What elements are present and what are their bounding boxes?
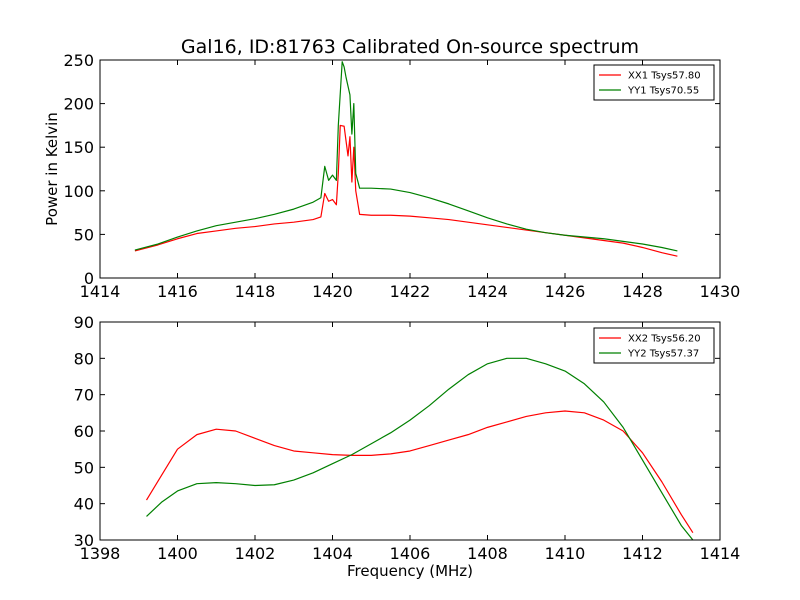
x-tick-label: 1398 [80,544,121,563]
x-tick-label: 1428 [622,282,663,301]
legend-entry: YY1 Tsys70.55 [627,86,699,97]
legend-box [593,64,715,101]
series-line-yy1 [134,61,678,252]
x-axis-label: Frequency (MHz) [347,562,473,580]
top-panel: 1414 1416 1418 1420 1422 1424 1426 1428 1430 0 50 1… [43,51,740,301]
legend-box [593,327,715,364]
series-line-yy2 [146,357,694,541]
x-tick-label: 1414 [700,544,741,563]
x-tick-label: 1400 [157,544,198,563]
legend-entry: XX1 Tsys57.80 [628,71,701,82]
y-tick-label: 30 [74,531,94,550]
y-tick-label: 200 [63,95,94,114]
bottom-panel: 1398 1400 1402 1404 1406 1408 1410 1412 1414 30 40… [74,313,741,580]
x-tick-label: 1420 [312,282,353,301]
y-tick-label: 60 [74,422,94,441]
chart-title: Gal16, ID:81763 Calibrated On-source spe… [181,36,639,58]
x-tick-label: 1416 [157,282,198,301]
y-tick-label: 250 [63,51,94,70]
series-line-xx2 [145,410,694,534]
y-tick-label: 90 [74,313,94,332]
y-tick-label: 150 [63,138,94,157]
y-tick-label: 0 [84,269,94,288]
legend-entry: XX2 Tsys56.20 [628,334,701,345]
x-tick-label: 1418 [235,282,276,301]
legend: XX2 Tsys56.20 YY2 Tsys57.37 [593,327,715,364]
y-axis-label: Power in Kelvin [43,112,61,226]
x-tick-label: 1426 [545,282,586,301]
x-tick-label: 1414 [80,282,121,301]
y-tick-label: 50 [74,225,94,244]
x-tick-label: 1408 [467,544,508,563]
x-tick-label: 1402 [235,544,276,563]
x-tick-label: 1412 [622,544,663,563]
y-tick-label: 40 [74,495,94,514]
legend: XX1 Tsys57.80 YY1 Tsys70.55 [593,64,715,101]
y-tick-label: 70 [74,386,94,405]
x-tick-label: 1406 [390,544,431,563]
legend-entry: YY2 Tsys57.37 [627,349,699,360]
x-tick-label: 1430 [700,282,741,301]
x-tick-label: 1424 [467,282,508,301]
x-tick-label: 1410 [545,544,586,563]
y-tick-label: 50 [74,458,94,477]
x-tick-label: 1404 [312,544,353,563]
x-tick-label: 1422 [390,282,431,301]
y-tick-label: 100 [63,182,94,201]
y-tick-label: 80 [74,349,94,368]
